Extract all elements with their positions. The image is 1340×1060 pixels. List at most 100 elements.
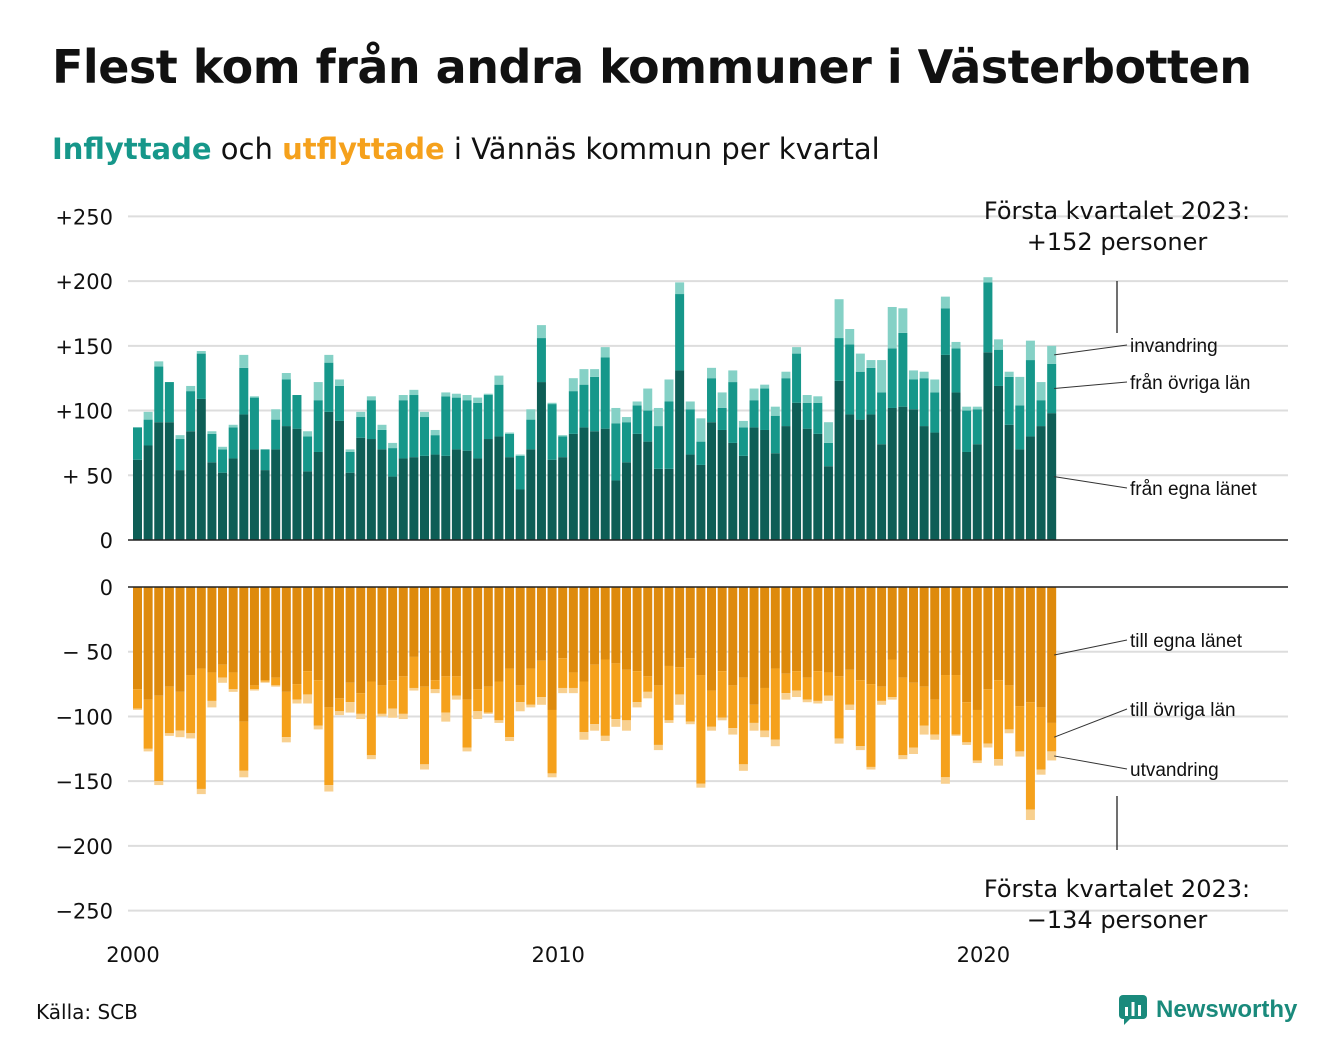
bar-out-emigration — [154, 781, 164, 786]
bar-in-immigration — [388, 442, 398, 449]
bar-out-own-county — [590, 587, 600, 665]
bar-out-emigration — [908, 747, 918, 754]
subtitle-inflyttade: Inflyttade — [52, 132, 212, 166]
x-tick-label: 2000 — [106, 943, 159, 967]
bar-in-own-county — [823, 466, 833, 540]
bar-out-own-county — [345, 587, 355, 683]
axes — [128, 539, 1288, 588]
y-tick-label-out: −200 — [55, 835, 113, 859]
bar-out-own-county — [972, 587, 982, 710]
bar-out-other-counties — [536, 660, 546, 698]
bar-out-other-counties — [483, 686, 493, 713]
bar-out-emigration — [898, 755, 908, 760]
bar-in-immigration — [632, 401, 642, 406]
bar-in-other-counties — [494, 384, 504, 437]
bar-in-other-counties — [505, 433, 515, 458]
bar-in-other-counties — [962, 410, 972, 452]
bar-out-other-counties — [568, 672, 578, 688]
bar-out-emigration — [643, 691, 653, 699]
bar-in-other-counties — [324, 362, 334, 412]
bar-out-emigration — [792, 690, 802, 698]
bar-out-own-county — [239, 587, 249, 722]
bar-in-own-county — [281, 426, 291, 540]
bar-in-own-county — [908, 409, 918, 540]
bar-out-other-counties — [792, 671, 802, 691]
bar-in-immigration — [940, 296, 950, 309]
bar-out-emigration — [983, 743, 993, 748]
bar-in-immigration — [590, 369, 600, 377]
bar-out-other-counties — [271, 677, 281, 686]
bar-in-own-county — [356, 437, 366, 540]
bar-out-other-counties — [515, 685, 525, 703]
bar-out-own-county — [334, 587, 344, 699]
bar-in-immigration — [611, 407, 621, 424]
bar-in-own-county — [271, 449, 281, 540]
bar-out-other-counties — [728, 685, 738, 729]
newsworthy-logo-icon — [1119, 995, 1147, 1025]
bar-out-own-county — [738, 587, 748, 678]
bar-out-other-counties — [738, 677, 748, 765]
bar-out-emigration — [579, 731, 589, 740]
annotation-out-line2: −134 personer — [1027, 906, 1208, 934]
bar-in-immigration — [877, 360, 887, 393]
bar-in-immigration — [505, 432, 515, 434]
y-tick-label-out: −100 — [55, 705, 113, 729]
bar-in-other-counties — [600, 357, 610, 429]
bar-in-own-county — [420, 455, 430, 540]
bar-in-own-county — [962, 451, 972, 540]
bar-out-own-county — [770, 587, 780, 669]
bar-out-other-counties — [324, 707, 334, 786]
bar-in-other-counties — [1047, 363, 1057, 414]
bar-in-own-county — [802, 428, 812, 540]
bar-out-other-counties — [494, 681, 504, 721]
bar-in-own-county — [547, 459, 557, 540]
bar-out-own-county — [228, 587, 238, 673]
newsworthy-logo: Newsworthy — [1118, 994, 1297, 1026]
bar-out-emigration — [324, 785, 334, 792]
y-tick-label-in: +200 — [55, 270, 113, 294]
bar-in-own-county — [675, 370, 685, 540]
bar-out-other-counties — [164, 686, 174, 734]
bar-out-emigration — [834, 738, 844, 744]
bar-in-own-county — [834, 380, 844, 540]
bar-out-emigration — [962, 742, 972, 745]
bar-out-other-counties — [218, 664, 228, 678]
bar-in-own-county — [536, 382, 546, 540]
bar-out-own-county — [536, 587, 546, 661]
bar-in-own-county — [409, 457, 419, 540]
chart-title: Flest kom från andra kommuner i Västerbo… — [52, 40, 1252, 94]
bar-in-immigration — [313, 382, 323, 401]
bar-out-emigration — [207, 700, 217, 708]
bar-out-emigration — [334, 711, 344, 716]
bar-out-emigration — [887, 697, 897, 700]
bar-in-other-counties — [696, 441, 706, 465]
bars — [133, 277, 1057, 821]
series-label-in: från övriga län — [1130, 373, 1250, 394]
bar-out-other-counties — [898, 677, 908, 756]
bar-out-emigration — [441, 712, 451, 722]
bar-out-own-county — [951, 587, 961, 676]
bar-out-emigration — [483, 712, 493, 714]
bar-in-other-counties — [207, 433, 217, 463]
series-label-in: invandring — [1130, 336, 1218, 357]
bar-out-other-counties — [260, 680, 270, 682]
bar-out-other-counties — [781, 673, 791, 694]
bar-in-immigration — [1036, 382, 1046, 401]
bar-in-immigration — [409, 389, 419, 396]
bar-out-other-counties — [685, 658, 695, 722]
bar-out-own-county — [855, 587, 865, 681]
bar-in-other-counties — [1036, 400, 1046, 427]
bar-out-emigration — [749, 722, 759, 731]
y-tick-label-in: +250 — [55, 205, 113, 229]
bar-out-own-county — [908, 587, 918, 683]
bar-out-other-counties — [207, 672, 217, 701]
bar-out-own-county — [1015, 587, 1025, 707]
bar-out-own-county — [1047, 587, 1057, 723]
bar-in-other-counties — [919, 378, 929, 427]
bar-in-own-county — [260, 470, 270, 540]
bar-out-own-county — [303, 587, 313, 672]
bar-out-emigration — [760, 730, 770, 738]
bar-in-other-counties — [303, 436, 313, 472]
bar-in-own-county — [983, 352, 993, 540]
y-tick-label-in: 0 — [100, 529, 113, 553]
